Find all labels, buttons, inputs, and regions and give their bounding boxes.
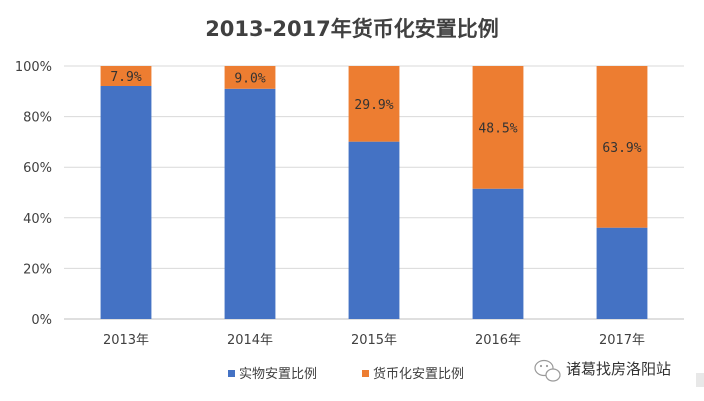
bar-series-2 xyxy=(596,66,648,228)
legend-swatch-series-1 xyxy=(228,370,235,377)
y-tick-label: 20% xyxy=(23,262,52,277)
watermark: 诸葛找房洛阳站 xyxy=(534,359,671,382)
x-tick-label: 2016年 xyxy=(475,333,521,348)
bar-series-1 xyxy=(100,85,152,319)
bars xyxy=(100,66,648,320)
bar-series-2 xyxy=(348,66,400,142)
x-tick-label: 2013年 xyxy=(103,333,149,348)
legend: 实物安置比例 货币化安置比例 xyxy=(228,366,464,382)
wechat-icon xyxy=(534,359,561,382)
data-label: 48.5% xyxy=(478,121,517,136)
y-tick-label: 0% xyxy=(31,313,52,328)
y-tick-label: 40% xyxy=(23,212,52,227)
bar-series-1 xyxy=(348,141,400,319)
legend-swatch-series-2 xyxy=(362,370,369,377)
y-tick-label: 80% xyxy=(23,111,52,126)
x-axis: 2013年 2014年 2015年 2016年 2017年 xyxy=(103,333,645,348)
watermark-text: 诸葛找房洛阳站 xyxy=(566,360,671,378)
data-labels: 7.9% 9.0% 29.9% 48.5% 63.9% xyxy=(110,70,641,156)
data-label: 29.9% xyxy=(354,98,393,113)
x-tick-label: 2015年 xyxy=(351,333,397,348)
data-label: 7.9% xyxy=(110,70,141,85)
bar-series-1 xyxy=(596,227,648,319)
bar-series-2 xyxy=(100,66,152,86)
data-label: 9.0% xyxy=(234,71,265,86)
y-axis: 0% 20% 40% 60% 80% 100% xyxy=(15,60,52,328)
x-tick-label: 2017年 xyxy=(599,333,645,348)
bar-series-2 xyxy=(224,66,276,89)
bar-series-2 xyxy=(472,66,524,189)
bar-series-1 xyxy=(472,188,524,319)
legend-label-series-1: 实物安置比例 xyxy=(239,367,317,382)
chart-title: 2013-2017年货币化安置比例 xyxy=(205,17,499,41)
bar-series-1 xyxy=(224,88,276,320)
y-tick-label: 100% xyxy=(15,60,52,75)
corner-mark xyxy=(696,373,704,387)
y-tick-label: 60% xyxy=(23,161,52,176)
x-tick-label: 2014年 xyxy=(227,333,273,348)
data-label: 63.9% xyxy=(602,141,641,156)
legend-label-series-2: 货币化安置比例 xyxy=(373,366,464,382)
